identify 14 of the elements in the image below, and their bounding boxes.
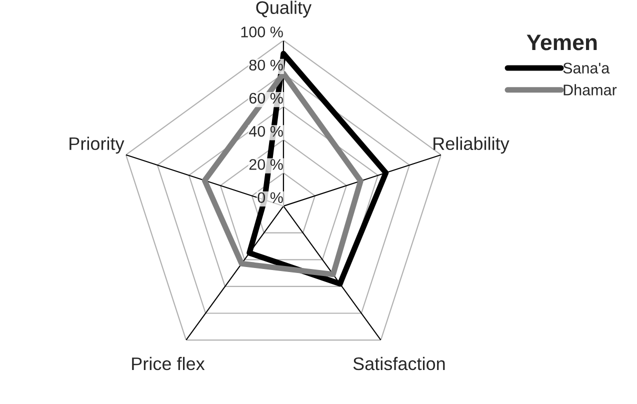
y-tick-label: 60 % [249,92,283,104]
spoke-label: Price flex [132,356,205,370]
spoke-label: Satisfaction [353,356,445,370]
legend-title: Yemen [526,34,597,50]
y-tick-label: 20 % [249,159,283,170]
y-tick-label: 80 % [249,60,283,71]
y-tick-label: 100 % [241,26,283,38]
spoke-label: Priority [70,136,124,154]
y-tick-label: 0 % [258,192,283,204]
legend-label: Dhamar [564,84,617,96]
spoke-label: Quality [256,0,312,18]
spoke-label: Reliability [434,136,510,154]
legend-label: Sana'a [563,62,610,74]
y-tick-label: 40 % [248,126,283,137]
